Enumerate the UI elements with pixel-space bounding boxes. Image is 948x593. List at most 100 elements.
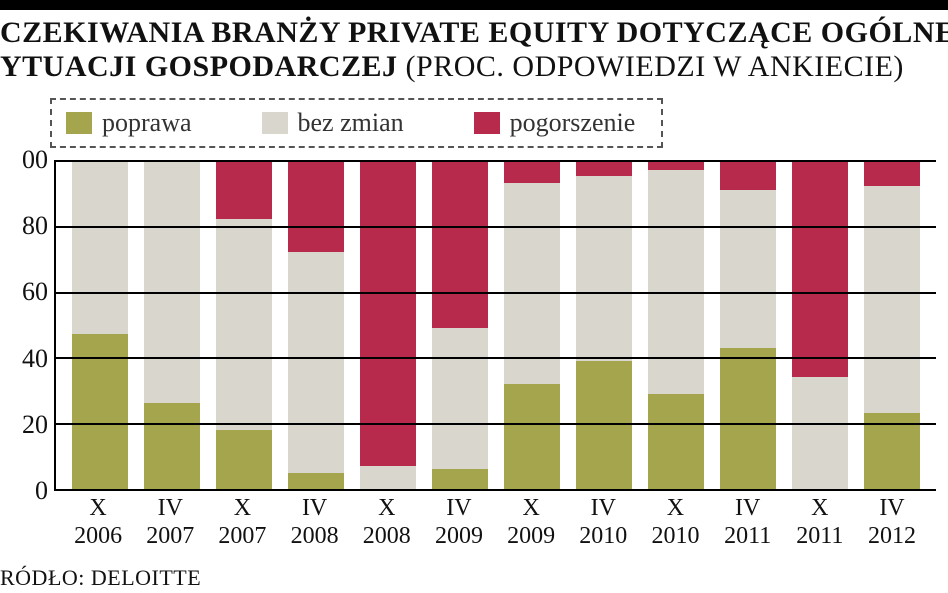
bar-X-2006 (72, 160, 128, 489)
x-label-top: IV (712, 495, 784, 523)
seg-bez_zmian (288, 252, 344, 472)
legend: poprawa bez zmian pogorszenie (50, 98, 663, 148)
x-label-0: X2006 (62, 495, 134, 559)
bar-X-2008 (360, 160, 416, 489)
x-label-4: X2008 (351, 495, 423, 559)
source-label: RÓDŁO: DELOITTE (0, 565, 201, 591)
legend-item-pogorszenie: pogorszenie (474, 108, 636, 138)
grid-line-80 (56, 226, 936, 228)
x-label-9: IV2011 (712, 495, 784, 559)
x-label-bot: 2006 (62, 523, 134, 551)
x-label-bot: 2007 (206, 523, 278, 551)
seg-poprawa (720, 348, 776, 489)
x-label-bot: 2011 (712, 523, 784, 551)
y-axis: 02040608000 (0, 160, 54, 491)
grid-line-100 (56, 160, 936, 162)
x-label-3: IV2008 (279, 495, 351, 559)
x-label-top: IV (134, 495, 206, 523)
x-label-bot: 2008 (279, 523, 351, 551)
seg-bez_zmian (144, 160, 200, 403)
y-tick-80: 80 (22, 211, 48, 241)
bar-slot-0 (64, 160, 136, 489)
seg-bez_zmian (792, 377, 848, 489)
bar-slot-5 (424, 160, 496, 489)
x-label-bot: 2010 (639, 523, 711, 551)
x-label-top: IV (856, 495, 928, 523)
grid-line-60 (56, 292, 936, 294)
title-line-2b: (PROC. ODPOWIEDZI W ANKIECIE) (406, 50, 904, 83)
x-label-2: X2007 (206, 495, 278, 559)
seg-pogorszenie (360, 160, 416, 466)
seg-pogorszenie (792, 160, 848, 377)
bar-slot-8 (640, 160, 712, 489)
seg-pogorszenie (288, 160, 344, 252)
x-label-11: IV2012 (856, 495, 928, 559)
x-label-top: X (206, 495, 278, 523)
seg-poprawa (432, 469, 488, 489)
x-label-bot: 2009 (423, 523, 495, 551)
bar-slot-2 (208, 160, 280, 489)
bar-X-2009 (504, 160, 560, 489)
x-label-1: IV2007 (134, 495, 206, 559)
bar-slot-3 (280, 160, 352, 489)
y-tick-40: 40 (22, 344, 48, 374)
x-label-6: X2009 (495, 495, 567, 559)
x-axis: X2006IV2007X2007IV2008X2008IV2009X2009IV… (54, 491, 936, 559)
seg-pogorszenie (720, 160, 776, 190)
seg-pogorszenie (216, 160, 272, 219)
bar-slot-4 (352, 160, 424, 489)
legend-swatch-poprawa (66, 112, 92, 134)
grid-line-40 (56, 357, 936, 359)
x-label-10: X2011 (784, 495, 856, 559)
legend-swatch-pogorszenie (474, 112, 500, 134)
bar-slot-7 (568, 160, 640, 489)
seg-bez_zmian (432, 328, 488, 469)
seg-bez_zmian (720, 190, 776, 348)
x-label-top: IV (567, 495, 639, 523)
title-block: CZEKIWANIA BRANŻY PRIVATE EQUITY DOTYCZĄ… (0, 10, 948, 88)
x-label-top: IV (279, 495, 351, 523)
legend-label-pogorszenie: pogorszenie (510, 108, 636, 138)
legend-label-poprawa: poprawa (102, 108, 192, 138)
seg-pogorszenie (504, 160, 560, 183)
x-label-bot: 2011 (784, 523, 856, 551)
plot-area (54, 160, 936, 491)
y-tick-0: 0 (35, 476, 48, 506)
seg-poprawa (216, 430, 272, 489)
x-label-bot: 2008 (351, 523, 423, 551)
seg-pogorszenie (576, 160, 632, 176)
bar-slot-6 (496, 160, 568, 489)
seg-bez_zmian (864, 186, 920, 413)
title-line-2a: YTUACJI GOSPODARCZEJ (0, 50, 406, 83)
bar-IV-2011 (720, 160, 776, 489)
bar-X-2011 (792, 160, 848, 489)
bar-IV-2010 (576, 160, 632, 489)
y-tick-20: 20 (22, 410, 48, 440)
seg-poprawa (648, 394, 704, 489)
x-label-bot: 2012 (856, 523, 928, 551)
bar-IV-2009 (432, 160, 488, 489)
legend-item-bez_zmian: bez zmian (262, 108, 404, 138)
y-tick-60: 60 (22, 277, 48, 307)
title-line-1: CZEKIWANIA BRANŻY PRIVATE EQUITY DOTYCZĄ… (0, 16, 948, 50)
seg-poprawa (144, 403, 200, 489)
x-label-bot: 2010 (567, 523, 639, 551)
seg-pogorszenie (432, 160, 488, 328)
seg-bez_zmian (576, 176, 632, 360)
x-label-top: IV (423, 495, 495, 523)
bars-row (56, 160, 936, 489)
seg-bez_zmian (216, 219, 272, 430)
x-label-top: X (495, 495, 567, 523)
bar-slot-11 (856, 160, 928, 489)
x-label-top: X (62, 495, 134, 523)
bar-slot-1 (136, 160, 208, 489)
bar-X-2007 (216, 160, 272, 489)
seg-bez_zmian (648, 170, 704, 394)
bar-slot-9 (712, 160, 784, 489)
legend-label-bez_zmian: bez zmian (298, 108, 404, 138)
bar-slot-10 (784, 160, 856, 489)
legend-item-poprawa: poprawa (66, 108, 192, 138)
seg-poprawa (288, 473, 344, 489)
bar-IV-2012 (864, 160, 920, 489)
x-label-bot: 2007 (134, 523, 206, 551)
